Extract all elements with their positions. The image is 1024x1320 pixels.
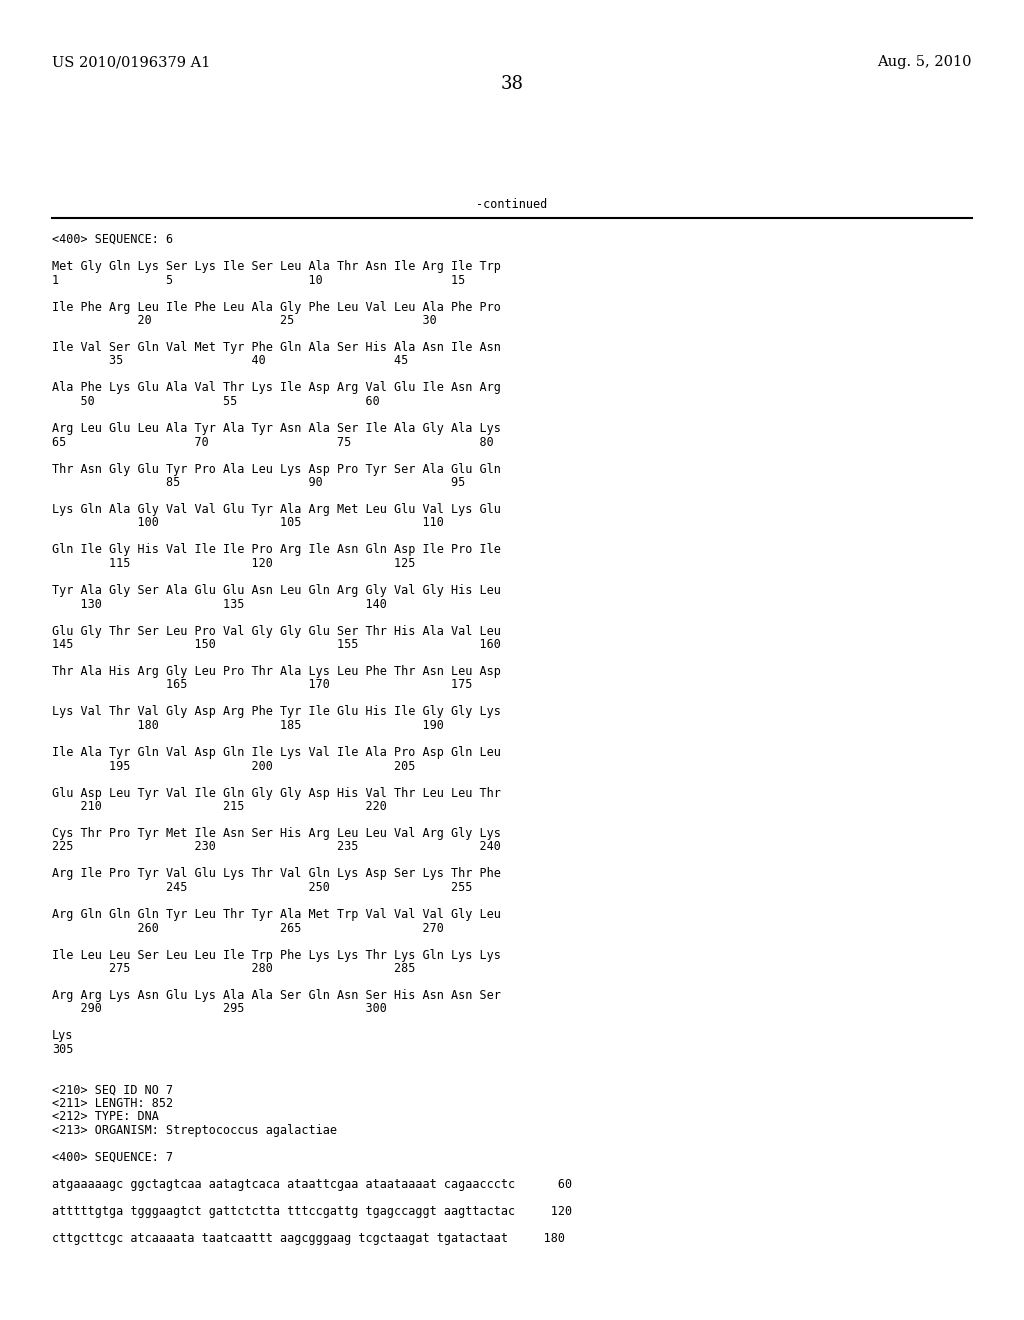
Text: Lys Val Thr Val Gly Asp Arg Phe Tyr Ile Glu His Ile Gly Gly Lys: Lys Val Thr Val Gly Asp Arg Phe Tyr Ile … bbox=[52, 705, 501, 718]
Text: <400> SEQUENCE: 6: <400> SEQUENCE: 6 bbox=[52, 234, 173, 246]
Text: Arg Leu Glu Leu Ala Tyr Ala Tyr Asn Ala Ser Ile Ala Gly Ala Lys: Arg Leu Glu Leu Ala Tyr Ala Tyr Asn Ala … bbox=[52, 422, 501, 436]
Text: 38: 38 bbox=[501, 75, 523, 92]
Text: 35                  40                  45: 35 40 45 bbox=[52, 355, 409, 367]
Text: 50                  55                  60: 50 55 60 bbox=[52, 395, 380, 408]
Text: Arg Gln Gln Gln Tyr Leu Thr Tyr Ala Met Trp Val Val Val Gly Leu: Arg Gln Gln Gln Tyr Leu Thr Tyr Ala Met … bbox=[52, 908, 501, 921]
Text: 20                  25                  30: 20 25 30 bbox=[52, 314, 437, 327]
Text: Gln Ile Gly His Val Ile Ile Pro Arg Ile Asn Gln Asp Ile Pro Ile: Gln Ile Gly His Val Ile Ile Pro Arg Ile … bbox=[52, 544, 501, 557]
Text: 210                 215                 220: 210 215 220 bbox=[52, 800, 387, 813]
Text: Tyr Ala Gly Ser Ala Glu Glu Asn Leu Gln Arg Gly Val Gly His Leu: Tyr Ala Gly Ser Ala Glu Glu Asn Leu Gln … bbox=[52, 583, 501, 597]
Text: Arg Ile Pro Tyr Val Glu Lys Thr Val Gln Lys Asp Ser Lys Thr Phe: Arg Ile Pro Tyr Val Glu Lys Thr Val Gln … bbox=[52, 867, 501, 880]
Text: 305: 305 bbox=[52, 1043, 74, 1056]
Text: US 2010/0196379 A1: US 2010/0196379 A1 bbox=[52, 55, 210, 69]
Text: Cys Thr Pro Tyr Met Ile Asn Ser His Arg Leu Leu Val Arg Gly Lys: Cys Thr Pro Tyr Met Ile Asn Ser His Arg … bbox=[52, 828, 501, 840]
Text: Ile Leu Leu Ser Leu Leu Ile Trp Phe Lys Lys Thr Lys Gln Lys Lys: Ile Leu Leu Ser Leu Leu Ile Trp Phe Lys … bbox=[52, 949, 501, 961]
Text: Ile Phe Arg Leu Ile Phe Leu Ala Gly Phe Leu Val Leu Ala Phe Pro: Ile Phe Arg Leu Ile Phe Leu Ala Gly Phe … bbox=[52, 301, 501, 314]
Text: <210> SEQ ID NO 7: <210> SEQ ID NO 7 bbox=[52, 1084, 173, 1097]
Text: 245                 250                 255: 245 250 255 bbox=[52, 880, 472, 894]
Text: 65                  70                  75                  80: 65 70 75 80 bbox=[52, 436, 494, 449]
Text: Ala Phe Lys Glu Ala Val Thr Lys Ile Asp Arg Val Glu Ile Asn Arg: Ala Phe Lys Glu Ala Val Thr Lys Ile Asp … bbox=[52, 381, 501, 395]
Text: <213> ORGANISM: Streptococcus agalactiae: <213> ORGANISM: Streptococcus agalactiae bbox=[52, 1125, 337, 1137]
Text: Ile Val Ser Gln Val Met Tyr Phe Gln Ala Ser His Ala Asn Ile Asn: Ile Val Ser Gln Val Met Tyr Phe Gln Ala … bbox=[52, 341, 501, 354]
Text: Glu Gly Thr Ser Leu Pro Val Gly Gly Glu Ser Thr His Ala Val Leu: Glu Gly Thr Ser Leu Pro Val Gly Gly Glu … bbox=[52, 624, 501, 638]
Text: Lys: Lys bbox=[52, 1030, 74, 1043]
Text: 130                 135                 140: 130 135 140 bbox=[52, 598, 387, 610]
Text: 260                 265                 270: 260 265 270 bbox=[52, 921, 443, 935]
Text: Arg Arg Lys Asn Glu Lys Ala Ala Ser Gln Asn Ser His Asn Asn Ser: Arg Arg Lys Asn Glu Lys Ala Ala Ser Gln … bbox=[52, 989, 501, 1002]
Text: 290                 295                 300: 290 295 300 bbox=[52, 1002, 387, 1015]
Text: Aug. 5, 2010: Aug. 5, 2010 bbox=[878, 55, 972, 69]
Text: <212> TYPE: DNA: <212> TYPE: DNA bbox=[52, 1110, 159, 1123]
Text: Thr Ala His Arg Gly Leu Pro Thr Ala Lys Leu Phe Thr Asn Leu Asp: Thr Ala His Arg Gly Leu Pro Thr Ala Lys … bbox=[52, 665, 501, 678]
Text: 180                 185                 190: 180 185 190 bbox=[52, 719, 443, 733]
Text: Lys Gln Ala Gly Val Val Glu Tyr Ala Arg Met Leu Glu Val Lys Glu: Lys Gln Ala Gly Val Val Glu Tyr Ala Arg … bbox=[52, 503, 501, 516]
Text: 85                  90                  95: 85 90 95 bbox=[52, 477, 465, 488]
Text: -continued: -continued bbox=[476, 198, 548, 211]
Text: Glu Asp Leu Tyr Val Ile Gln Gly Gly Asp His Val Thr Leu Leu Thr: Glu Asp Leu Tyr Val Ile Gln Gly Gly Asp … bbox=[52, 787, 501, 800]
Text: <211> LENGTH: 852: <211> LENGTH: 852 bbox=[52, 1097, 173, 1110]
Text: atttttgtga tgggaagtct gattctctta tttccgattg tgagccaggt aagttactac     120: atttttgtga tgggaagtct gattctctta tttccga… bbox=[52, 1205, 572, 1218]
Text: atgaaaaagc ggctagtcaa aatagtcaca ataattcgaa ataataaaat cagaaccctc      60: atgaaaaagc ggctagtcaa aatagtcaca ataattc… bbox=[52, 1177, 572, 1191]
Text: 275                 280                 285: 275 280 285 bbox=[52, 962, 416, 975]
Text: 100                 105                 110: 100 105 110 bbox=[52, 516, 443, 529]
Text: 1               5                   10                  15: 1 5 10 15 bbox=[52, 273, 465, 286]
Text: Met Gly Gln Lys Ser Lys Ile Ser Leu Ala Thr Asn Ile Arg Ile Trp: Met Gly Gln Lys Ser Lys Ile Ser Leu Ala … bbox=[52, 260, 501, 273]
Text: 225                 230                 235                 240: 225 230 235 240 bbox=[52, 841, 501, 854]
Text: 145                 150                 155                 160: 145 150 155 160 bbox=[52, 638, 501, 651]
Text: 165                 170                 175: 165 170 175 bbox=[52, 678, 472, 692]
Text: Thr Asn Gly Glu Tyr Pro Ala Leu Lys Asp Pro Tyr Ser Ala Glu Gln: Thr Asn Gly Glu Tyr Pro Ala Leu Lys Asp … bbox=[52, 462, 501, 475]
Text: 115                 120                 125: 115 120 125 bbox=[52, 557, 416, 570]
Text: <400> SEQUENCE: 7: <400> SEQUENCE: 7 bbox=[52, 1151, 173, 1164]
Text: 195                 200                 205: 195 200 205 bbox=[52, 759, 416, 772]
Text: Ile Ala Tyr Gln Val Asp Gln Ile Lys Val Ile Ala Pro Asp Gln Leu: Ile Ala Tyr Gln Val Asp Gln Ile Lys Val … bbox=[52, 746, 501, 759]
Text: cttgcttcgc atcaaaata taatcaattt aagcgggaag tcgctaagat tgatactaat     180: cttgcttcgc atcaaaata taatcaattt aagcggga… bbox=[52, 1232, 565, 1245]
